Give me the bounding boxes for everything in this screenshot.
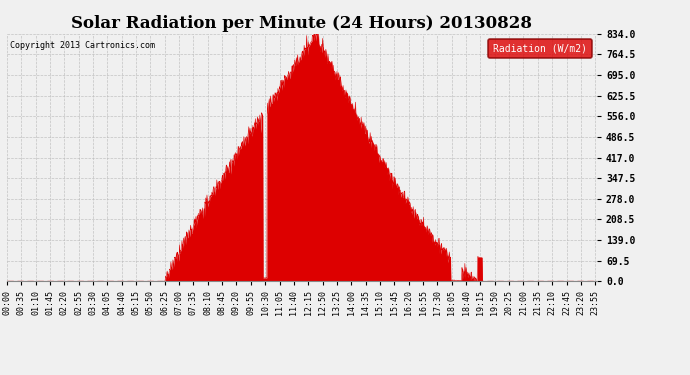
Title: Solar Radiation per Minute (24 Hours) 20130828: Solar Radiation per Minute (24 Hours) 20… — [71, 15, 533, 32]
Legend: Radiation (W/m2): Radiation (W/m2) — [489, 39, 592, 58]
Text: Copyright 2013 Cartronics.com: Copyright 2013 Cartronics.com — [10, 41, 155, 50]
